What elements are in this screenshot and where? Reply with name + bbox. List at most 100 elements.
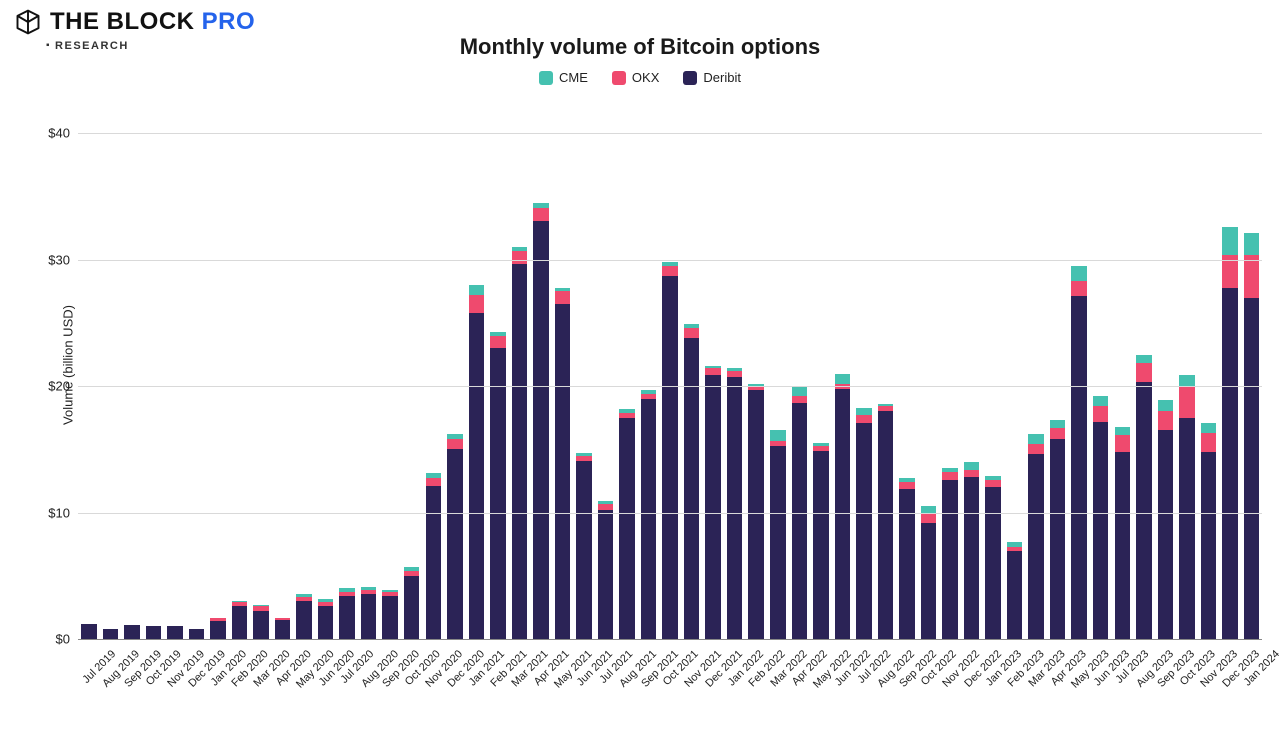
bar-slot bbox=[659, 108, 681, 639]
x-tick: Dec 2023 bbox=[1219, 642, 1241, 730]
bar bbox=[426, 108, 442, 639]
x-tick: Feb 2021 bbox=[487, 642, 509, 730]
bar bbox=[748, 108, 764, 639]
bar-segment-deribit bbox=[555, 304, 571, 639]
bar bbox=[684, 108, 700, 639]
bar bbox=[1050, 108, 1066, 639]
x-tick: Oct 2021 bbox=[659, 642, 681, 730]
bar-segment-deribit bbox=[576, 461, 592, 639]
bar-slot bbox=[1219, 108, 1241, 639]
bar-segment-deribit bbox=[727, 377, 743, 639]
bar-segment-deribit bbox=[1158, 430, 1174, 639]
bar-segment-deribit bbox=[296, 601, 312, 639]
bar bbox=[146, 108, 162, 639]
bar-segment-deribit bbox=[684, 338, 700, 639]
grid-line bbox=[78, 260, 1262, 261]
bar-segment-okx bbox=[921, 513, 937, 523]
bar bbox=[899, 108, 915, 639]
bar-segment-deribit bbox=[512, 264, 528, 639]
bar bbox=[942, 108, 958, 639]
bar-segment-deribit bbox=[1115, 452, 1131, 639]
bar-segment-deribit bbox=[318, 606, 334, 639]
x-tick: Oct 2023 bbox=[1176, 642, 1198, 730]
bar bbox=[361, 108, 377, 639]
bar-segment-okx bbox=[555, 291, 571, 304]
grid-line bbox=[78, 133, 1262, 134]
x-tick: Oct 2019 bbox=[143, 642, 165, 730]
bar-slot bbox=[466, 108, 488, 639]
x-tick: Jan 2023 bbox=[982, 642, 1004, 730]
bar-slot bbox=[918, 108, 940, 639]
bar-segment-deribit bbox=[985, 487, 1001, 639]
bar-slot bbox=[272, 108, 294, 639]
y-tick-label: $20 bbox=[48, 379, 70, 394]
bar-slot bbox=[789, 108, 811, 639]
x-tick: Dec 2021 bbox=[702, 642, 724, 730]
bar bbox=[1222, 108, 1238, 639]
bar-segment-deribit bbox=[382, 596, 398, 639]
bar-segment-cme bbox=[1115, 427, 1131, 436]
bar bbox=[770, 108, 786, 639]
bar-slot bbox=[1004, 108, 1026, 639]
bar-slot bbox=[681, 108, 703, 639]
bar bbox=[727, 108, 743, 639]
x-tick: Mar 2020 bbox=[250, 642, 272, 730]
bar-segment-deribit bbox=[748, 390, 764, 639]
x-tick: Apr 2023 bbox=[1047, 642, 1069, 730]
bar-slot bbox=[336, 108, 358, 639]
x-tick: Jan 2024 bbox=[1241, 642, 1263, 730]
bar-segment-deribit bbox=[899, 489, 915, 639]
grid-line bbox=[78, 513, 1262, 514]
bar-segment-okx bbox=[1050, 428, 1066, 439]
brand-name-suffix: PRO bbox=[202, 8, 256, 35]
bar-slot bbox=[1068, 108, 1090, 639]
x-tick: Sep 2022 bbox=[896, 642, 918, 730]
bar-segment-cme bbox=[964, 462, 980, 470]
bar bbox=[469, 108, 485, 639]
bar-slot bbox=[530, 108, 552, 639]
bar bbox=[576, 108, 592, 639]
bar-segment-okx bbox=[684, 328, 700, 338]
bar bbox=[512, 108, 528, 639]
bar-slot bbox=[1155, 108, 1177, 639]
bar bbox=[1093, 108, 1109, 639]
bar-segment-okx bbox=[1071, 281, 1087, 296]
bar bbox=[296, 108, 312, 639]
bar-segment-okx bbox=[490, 336, 506, 349]
bar-segment-deribit bbox=[598, 510, 614, 639]
bar-segment-deribit bbox=[878, 411, 894, 639]
bar-segment-okx bbox=[1093, 406, 1109, 421]
bar-slot bbox=[509, 108, 531, 639]
x-axis-labels: Jul 2019Aug 2019Sep 2019Oct 2019Nov 2019… bbox=[78, 642, 1262, 730]
x-tick: Sep 2019 bbox=[121, 642, 143, 730]
bar bbox=[275, 108, 291, 639]
bar-segment-deribit bbox=[490, 348, 506, 639]
bar bbox=[1179, 108, 1195, 639]
bar-segment-okx bbox=[1158, 411, 1174, 430]
bar-slot bbox=[487, 108, 509, 639]
bar-slot bbox=[444, 108, 466, 639]
x-tick: Nov 2023 bbox=[1198, 642, 1220, 730]
bar-slot bbox=[939, 108, 961, 639]
bar-segment-deribit bbox=[1244, 298, 1260, 639]
x-tick: Jul 2019 bbox=[78, 642, 100, 730]
bar bbox=[447, 108, 463, 639]
x-tick: Jun 2021 bbox=[573, 642, 595, 730]
bar-segment-deribit bbox=[253, 611, 269, 639]
bar-slot bbox=[186, 108, 208, 639]
x-tick: Dec 2020 bbox=[444, 642, 466, 730]
bar bbox=[1007, 108, 1023, 639]
x-tick: Aug 2021 bbox=[616, 642, 638, 730]
x-tick: Jun 2022 bbox=[832, 642, 854, 730]
bar-slot bbox=[1198, 108, 1220, 639]
x-tick: May 2022 bbox=[810, 642, 832, 730]
bar-segment-cme bbox=[1201, 423, 1217, 433]
bar-slot bbox=[1133, 108, 1155, 639]
bar-slot bbox=[164, 108, 186, 639]
bar-slot bbox=[832, 108, 854, 639]
bar bbox=[964, 108, 980, 639]
y-tick-label: $40 bbox=[48, 126, 70, 141]
bar-segment-deribit bbox=[1093, 422, 1109, 639]
x-tick: May 2021 bbox=[552, 642, 574, 730]
x-tick: Aug 2022 bbox=[875, 642, 897, 730]
